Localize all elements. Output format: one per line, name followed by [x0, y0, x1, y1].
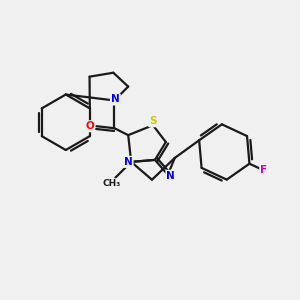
Text: CH₃: CH₃	[102, 179, 121, 188]
Text: S: S	[149, 116, 157, 126]
Text: N: N	[111, 94, 120, 104]
Text: N: N	[124, 157, 133, 167]
Text: F: F	[260, 165, 267, 176]
Text: O: O	[85, 121, 94, 131]
Text: N: N	[167, 171, 175, 181]
